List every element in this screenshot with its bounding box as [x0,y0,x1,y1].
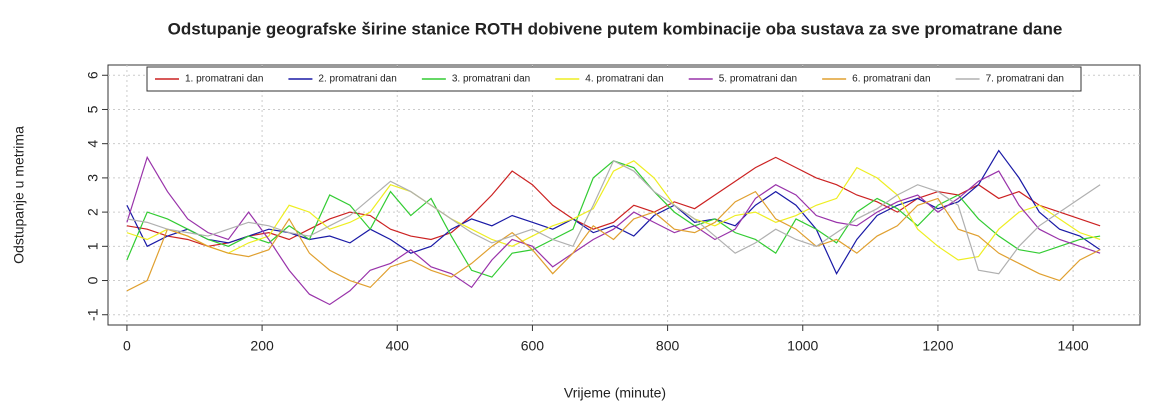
series-line [126,159,1101,275]
series-line [126,190,1101,292]
plot-frame [107,64,1141,326]
chart-title: Odstupanje geografske širine stanice ROT… [168,19,1063,38]
legend-box [146,66,1082,92]
x-tick-label: 600 [521,338,545,354]
legend-label: 2. promatrani dan [318,74,396,85]
y-tick-label: 4 [85,140,101,148]
x-tick-label: 1200 [922,338,953,354]
legend-label: 3. promatrani dan [452,74,530,85]
x-tick-label: 0 [123,338,131,354]
legend-label: 7. promatrani dan [986,74,1064,85]
y-tick-label: 3 [85,174,101,182]
series-line [126,160,1101,261]
x-tick-label: 200 [250,338,274,354]
legend-label: 1. promatrani dan [185,74,263,85]
y-tick-label: 6 [85,71,101,79]
x-tick-label: 800 [656,338,680,354]
series-line [126,155,1101,306]
y-tick-label: 1 [85,242,101,250]
y-tick-label: 5 [85,105,101,113]
x-axis-label: Vrijeme (minute) [564,385,666,401]
y-tick-label: 0 [85,276,101,284]
legend-label: 5. promatrani dan [719,74,797,85]
y-tick-label: 2 [85,208,101,216]
x-tick-label: 1000 [787,338,818,354]
legend-label: 4. promatrani dan [585,74,663,85]
legend-label: 6. promatrani dan [852,74,930,85]
x-tick-label: 400 [386,338,410,354]
y-axis-label: Odstupanje u metrima [11,126,27,264]
y-tick-label: -1 [85,308,101,321]
x-tick-label: 1400 [1058,338,1089,354]
